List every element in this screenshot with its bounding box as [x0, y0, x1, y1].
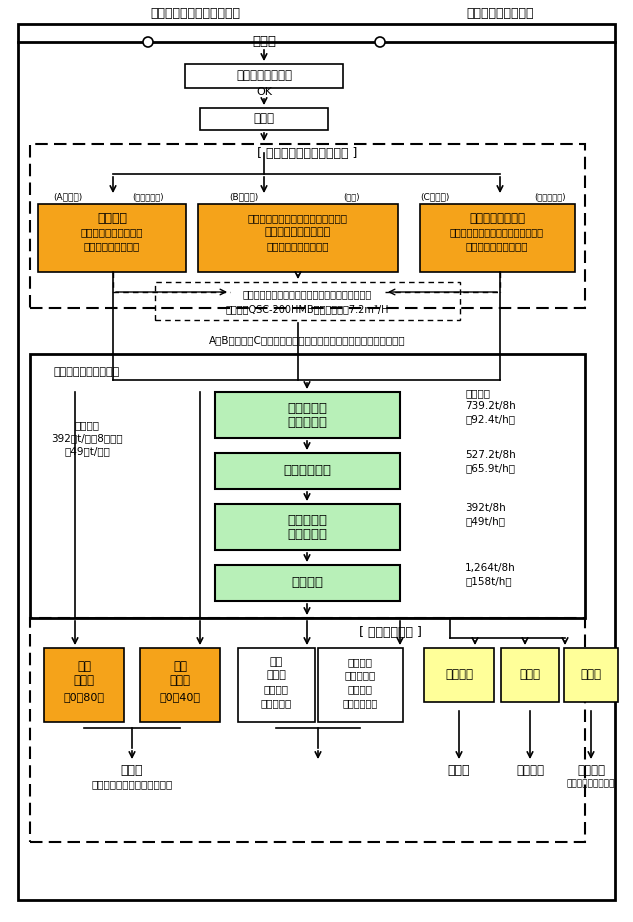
Text: 売　却: 売 却 — [448, 763, 470, 776]
Text: 陶磁器: 陶磁器 — [266, 670, 286, 680]
Text: 処理能力: 処理能力 — [75, 420, 99, 430]
Text: OK: OK — [256, 87, 272, 97]
Text: (産廃・一廃): (産廃・一廃) — [132, 193, 164, 202]
Text: 527.2t/8h: 527.2t/8h — [465, 450, 516, 460]
Bar — [30, 618, 585, 842]
Text: 破砕: 破砕 — [270, 657, 282, 667]
Text: （0〜40）: （0〜40） — [160, 692, 201, 702]
Text: がれき類等破砕処理工程図: がれき類等破砕処理工程図 — [150, 7, 240, 20]
Text: 廃材以外のがれき類）: 廃材以外のがれき類） — [466, 241, 529, 251]
Text: 処理能力: 処理能力 — [465, 388, 490, 398]
Text: がれき類: がれき類 — [97, 211, 127, 224]
Text: （コンクリート廃材やアスファルト: （コンクリート廃材やアスファルト — [450, 227, 544, 237]
Text: クラッシャー: クラッシャー — [283, 465, 331, 478]
Bar — [501, 648, 559, 702]
Bar — [564, 648, 618, 702]
Text: 路盤材: 路盤材 — [73, 675, 94, 688]
Bar — [215, 392, 400, 438]
Text: 路盤材: 路盤材 — [170, 675, 191, 688]
Text: 計　量: 計 量 — [253, 112, 275, 125]
Text: 廃プラ: 廃プラ — [520, 668, 541, 681]
Bar — [44, 648, 124, 722]
Text: 敷砂利用）: 敷砂利用） — [260, 698, 292, 708]
Text: 前処理　QSC-200HMB　処理能力　7.2m³/H: 前処理 QSC-200HMB 処理能力 7.2m³/H — [225, 304, 389, 314]
Text: インペラー: インペラー — [287, 514, 327, 526]
Text: 392　t/日（8時間）: 392 t/日（8時間） — [51, 433, 123, 443]
Bar — [185, 64, 343, 88]
Text: 振動篩機: 振動篩機 — [291, 576, 323, 589]
Text: 搬入物の目視検査: 搬入物の目視検査 — [236, 69, 292, 82]
Text: （盛土・: （盛土・ — [348, 684, 372, 694]
Text: ガラスくず、コンクリートくず及び: ガラスくず、コンクリートくず及び — [248, 213, 348, 223]
Text: （木くず破砕施設）: （木くず破砕施設） — [567, 779, 615, 788]
Text: 再生: 再生 — [173, 660, 187, 673]
Text: A・Bヤード、Cヤードの原料は、混合しない様に別々に破砕する。: A・Bヤード、Cヤードの原料は、混合しない様に別々に破砕する。 — [209, 335, 405, 345]
Text: （コンクリート廃材・: （コンクリート廃材・ — [81, 227, 143, 237]
Text: （コンクリート廃材）: （コンクリート廃材） — [266, 241, 329, 251]
Text: その他のがれき類: その他のがれき類 — [469, 211, 525, 224]
Text: （0〜80）: （0〜80） — [63, 692, 104, 702]
Text: がれき類破砕処理施設: がれき類破砕処理施設 — [54, 367, 120, 377]
Text: 739.2t/8h: 739.2t/8h — [465, 401, 516, 411]
Bar — [200, 108, 328, 130]
Text: 処理委託: 処理委託 — [516, 763, 544, 776]
Bar — [155, 282, 460, 320]
Bar — [238, 648, 315, 722]
Text: 胆江地区工事業者・近隣農家: 胆江地区工事業者・近隣農家 — [91, 779, 173, 789]
Text: （92.4t/h）: （92.4t/h） — [465, 414, 515, 424]
Text: アスファルト廃材）: アスファルト廃材） — [84, 241, 140, 251]
Bar — [318, 648, 403, 722]
Text: （49　t/時）: （49 t/時） — [64, 446, 110, 456]
Bar — [215, 453, 400, 489]
Text: 植栽材利用）: 植栽材利用） — [342, 698, 378, 708]
Text: グリズリー: グリズリー — [287, 401, 327, 415]
Text: （65.9t/h）: （65.9t/h） — [465, 463, 515, 473]
Circle shape — [143, 37, 153, 47]
Text: 1,264t/8h: 1,264t/8h — [465, 563, 516, 573]
Text: (産廃・一廃): (産廃・一廃) — [534, 193, 566, 202]
Bar — [215, 565, 400, 601]
Text: 自社処理: 自社処理 — [577, 763, 605, 776]
Text: (Cヤード): (Cヤード) — [420, 193, 449, 202]
Text: 金属くず: 金属くず — [445, 668, 473, 681]
Bar — [420, 204, 575, 272]
Text: （158t/h）: （158t/h） — [465, 576, 511, 586]
Text: 売　却: 売 却 — [121, 763, 143, 776]
Text: (産廃): (産廃) — [344, 193, 360, 202]
Bar — [140, 648, 220, 722]
Text: 再生: 再生 — [77, 660, 91, 673]
Text: （化粧・: （化粧・ — [263, 684, 289, 694]
Bar — [38, 204, 186, 272]
Bar — [198, 204, 398, 272]
Text: [ 処分のための保管ヤード ]: [ 処分のための保管ヤード ] — [257, 148, 357, 160]
Text: 破砕がれき: 破砕がれき — [344, 670, 375, 680]
Circle shape — [375, 37, 385, 47]
Bar — [215, 504, 400, 550]
Text: 鉄筋その他の異物は、前処理ヤードで除去する。: 鉄筋その他の異物は、前処理ヤードで除去する。 — [242, 289, 372, 299]
Bar — [424, 648, 494, 702]
Bar — [30, 144, 585, 308]
Text: ブレーカー: ブレーカー — [287, 528, 327, 541]
Text: 陶磁器くず、がれき類: 陶磁器くず、がれき類 — [265, 227, 331, 237]
Text: 奥州循環システム㈱: 奥州循環システム㈱ — [467, 7, 534, 20]
Text: フィーダー: フィーダー — [287, 417, 327, 430]
Text: 搬　入: 搬 入 — [252, 36, 276, 49]
Bar — [30, 354, 585, 618]
Text: 392t/8h: 392t/8h — [465, 503, 506, 513]
Text: [ 処分後の保管 ]: [ 処分後の保管 ] — [358, 625, 422, 639]
Text: (Bヤード): (Bヤード) — [229, 193, 259, 202]
Text: 木くず: 木くず — [580, 668, 601, 681]
Text: その他の: その他の — [348, 657, 372, 667]
Text: (Aヤード): (Aヤード) — [53, 193, 83, 202]
Text: （49t/h）: （49t/h） — [465, 516, 505, 526]
